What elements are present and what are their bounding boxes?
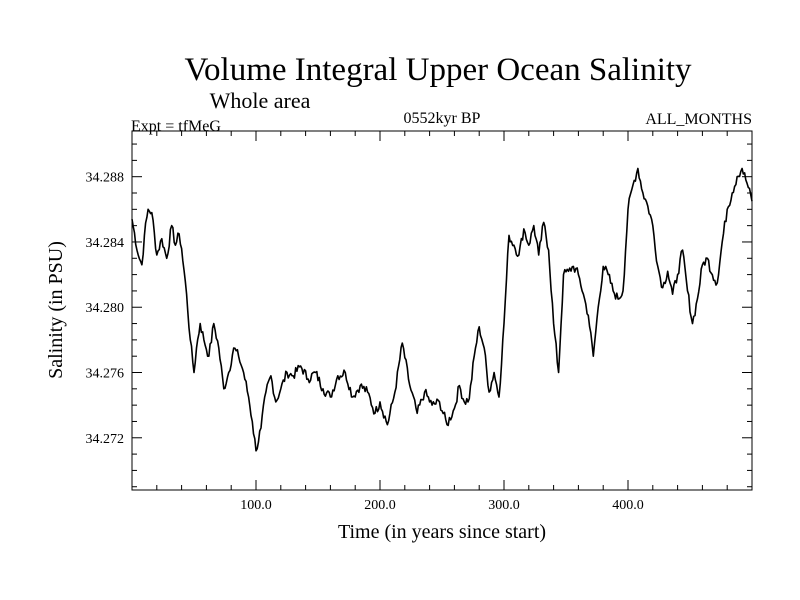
period-label: 0552kyr BP (404, 110, 481, 127)
y-tick-label: 34.272 (86, 432, 125, 447)
y-tick-label: 34.276 (86, 367, 125, 382)
x-tick-label: 200.0 (364, 498, 396, 513)
x-axis-label: Time (in years since start) (338, 521, 546, 543)
y-axis-label: Salinity (in PSU) (45, 241, 67, 379)
x-tick-label: 400.0 (612, 498, 644, 513)
months-label: ALL_MONTHS (645, 111, 752, 128)
chart-subtitle: Whole area (210, 88, 311, 113)
y-tick-label: 34.280 (86, 301, 125, 316)
plot-area: 100.0 200.0 300.0 400.0 34.272 34.276 34.280 34… (86, 130, 753, 513)
plot-frame (131, 130, 753, 491)
chart-title: Volume Integral Upper Ocean Salinity (184, 52, 692, 88)
series-line-salinity (131, 167, 753, 452)
experiment-label: Expt = tfMeG (131, 118, 221, 135)
x-tick-label: 100.0 (240, 498, 272, 513)
y-tick-label: 34.284 (86, 236, 125, 251)
y-tick-label: 34.288 (86, 171, 125, 186)
x-tick-label: 300.0 (488, 498, 520, 513)
